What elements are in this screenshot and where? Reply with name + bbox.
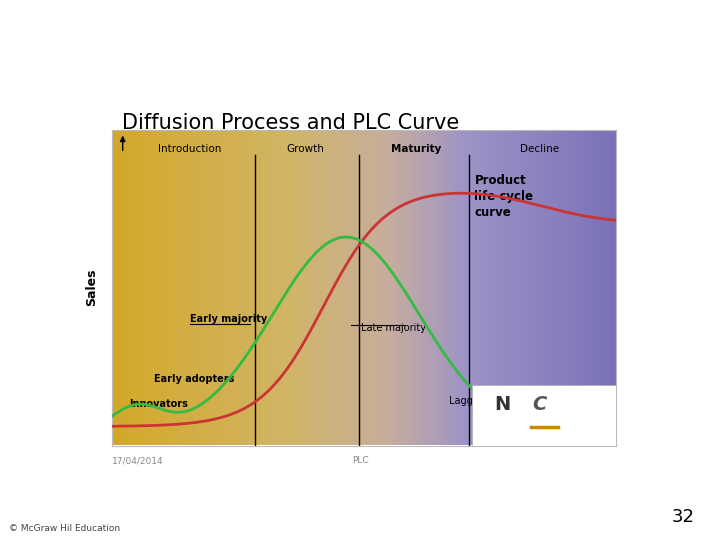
Text: Growth: Growth	[287, 144, 325, 154]
Text: Laggards: Laggards	[449, 396, 494, 406]
Text: 17/04/2014: 17/04/2014	[112, 456, 163, 465]
Bar	[472, 386, 616, 446]
Text: C: C	[533, 395, 546, 414]
Text: Early majority: Early majority	[190, 314, 267, 324]
Text: 32: 32	[672, 509, 695, 526]
Text: Decline: Decline	[521, 144, 559, 154]
Text: Diffusion Process and PLC Curve: Diffusion Process and PLC Curve	[105, 31, 615, 59]
Text: Diffusion
curve: Diffusion curve	[472, 390, 532, 419]
Text: © McGraw Hil Education: © McGraw Hil Education	[9, 524, 120, 533]
Text: Product
life cycle
curve: Product life cycle curve	[474, 174, 534, 219]
Text: Maturity: Maturity	[392, 144, 441, 154]
Text: Diffusion Process and PLC Curve: Diffusion Process and PLC Curve	[122, 113, 459, 133]
Text: Late majority: Late majority	[361, 323, 426, 333]
Text: PLC: PLC	[351, 456, 369, 465]
Text: Sales: Sales	[85, 269, 98, 306]
Text: Introduction: Introduction	[158, 144, 222, 154]
Text: Early adopters: Early adopters	[154, 374, 235, 384]
Text: N: N	[495, 395, 511, 414]
Text: Innovators: Innovators	[130, 399, 188, 409]
